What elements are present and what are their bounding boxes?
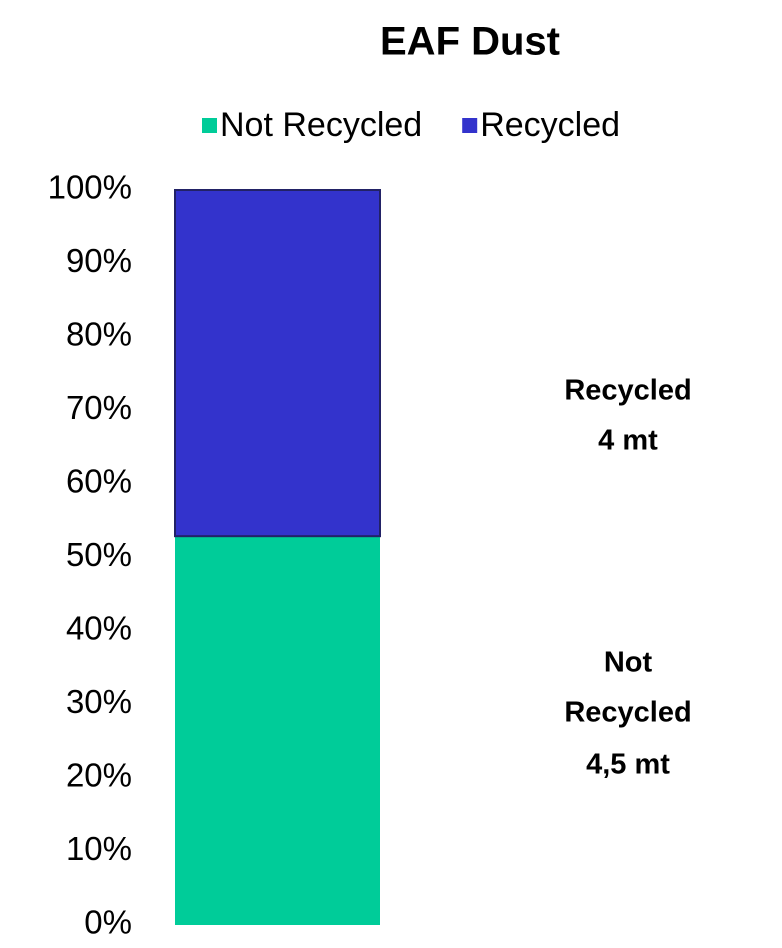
y-tick-label: 50% [66,536,132,573]
legend-swatch [462,118,478,133]
y-tick-label: 40% [66,610,132,647]
y-tick-label: 90% [66,242,132,279]
y-tick-label: 20% [66,757,132,794]
annotation: 4,5 mt [586,749,670,781]
y-tick-label: 70% [66,389,132,426]
chart-title: EAF Dust [380,20,560,64]
y-tick-label: 80% [66,316,132,353]
legend-label: Not Recycled [220,106,422,144]
annotation: 4 mt [598,425,658,457]
y-tick-label: 0% [84,904,132,941]
y-tick-label: 60% [66,463,132,500]
annotation: Recycled [564,375,691,407]
legend-swatch [202,118,217,133]
annotation: Recycled [564,697,691,729]
bar-segment [174,189,381,538]
y-tick-label: 100% [48,169,132,206]
annotation: Not [604,647,653,679]
bar-segment [175,536,380,925]
y-tick-label: 10% [66,830,132,867]
y-tick-label: 30% [66,683,132,720]
legend-label: Recycled [480,106,620,144]
